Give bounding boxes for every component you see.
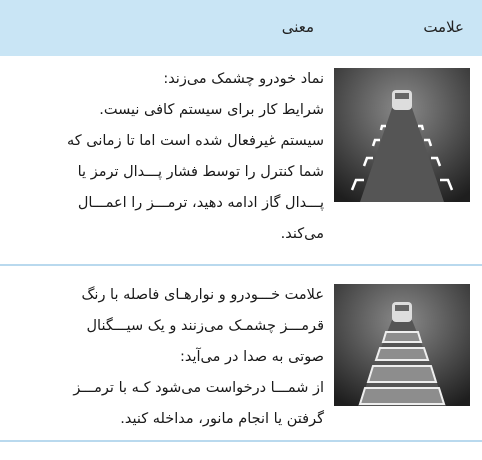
text-line: شما کنترل را توسط فشار پـــدال ترمز یا (77, 164, 324, 180)
table-header: علامت معنی (0, 0, 482, 56)
header-meaning: معنی (281, 18, 314, 36)
text-line: صوتی به صدا در می‌آید: (180, 349, 324, 365)
row-text: نماد خودرو چشمک می‌زند: شرایط کار برای سی… (4, 64, 324, 250)
text-line: نماد خودرو چشمک می‌زند: (163, 71, 324, 87)
text-line: از شمـــا درخواست می‌شود کـه با ترمـــز (73, 380, 324, 396)
row-separator (0, 440, 482, 442)
text-line: می‌کند. (280, 226, 324, 242)
header-sign: علامت (423, 18, 464, 36)
text-line: سیستم غیرفعال شده است اما تا زمانی که (66, 133, 324, 149)
text-line: قرمـــز چشمـک می‌زنند و یک سیـــگنال (86, 318, 325, 334)
text-line: علامت خـــودرو و نوارهـای فاصله با رنگ (81, 287, 324, 303)
text-line: پـــدال گاز ادامه دهید، ترمـــز را اعمــ… (77, 195, 324, 211)
row-separator (0, 264, 482, 266)
row-text: علامت خـــودرو و نوارهـای فاصله با رنگ قر… (4, 280, 324, 435)
text-line: شرایط کار برای سیستم کافی نیست. (99, 102, 324, 118)
text-line: گرفتن یا انجام مانور، مداخله کنید. (120, 411, 324, 427)
indicator-icon (334, 284, 470, 406)
indicator-icon (334, 68, 470, 202)
